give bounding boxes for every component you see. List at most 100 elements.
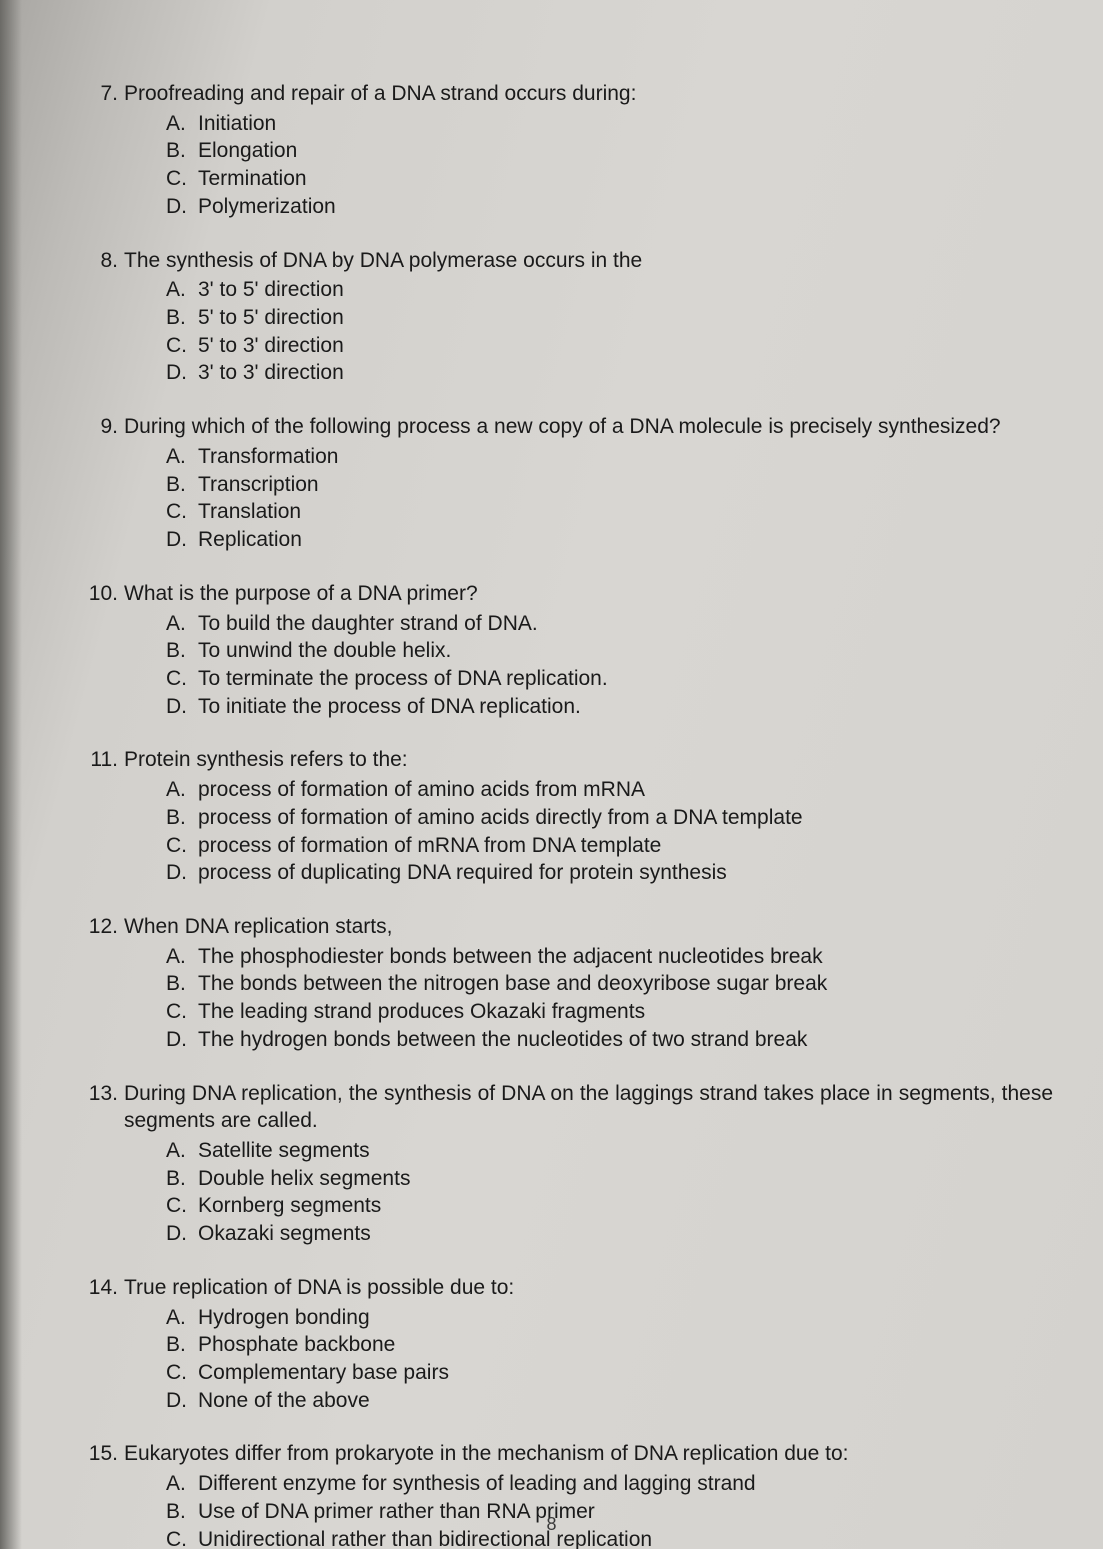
option-letter: C. [166, 998, 198, 1026]
option-text: 5' to 5' direction [198, 304, 1053, 332]
option-text: The bonds between the nitrogen base and … [198, 970, 1053, 998]
options-list: A.To build the daughter strand of DNA.B.… [80, 610, 1053, 721]
option-letter: A. [166, 1304, 198, 1332]
option: B.To unwind the double helix. [166, 637, 1053, 665]
option: D.The hydrogen bonds between the nucleot… [166, 1026, 1053, 1054]
exam-page: 7.Proofreading and repair of a DNA stran… [0, 0, 1103, 1549]
page-number: 8 [0, 1514, 1103, 1535]
option-letter: A. [166, 610, 198, 638]
option-letter: C. [166, 498, 198, 526]
options-list: A.Hydrogen bondingB.Phosphate backboneC.… [80, 1304, 1053, 1415]
question-number: 8. [80, 247, 124, 275]
question: 10.What is the purpose of a DNA primer?A… [80, 580, 1053, 721]
option-letter: D. [166, 1026, 198, 1054]
option: A.process of formation of amino acids fr… [166, 776, 1053, 804]
option-text: Transcription [198, 471, 1053, 499]
option-letter: D. [166, 1387, 198, 1415]
question-text: When DNA replication starts, [124, 913, 1053, 941]
question: 11.Protein synthesis refers to the:A.pro… [80, 746, 1053, 887]
option-letter: A. [166, 943, 198, 971]
option-text: Initiation [198, 110, 1053, 138]
option-text: Complementary base pairs [198, 1359, 1053, 1387]
question-text: Protein synthesis refers to the: [124, 746, 1053, 774]
options-list: A.TransformationB.TranscriptionC.Transla… [80, 443, 1053, 554]
option: C.Translation [166, 498, 1053, 526]
option-letter: C. [166, 165, 198, 193]
option-text: The phosphodiester bonds between the adj… [198, 943, 1053, 971]
option: A.Different enzyme for synthesis of lead… [166, 1470, 1053, 1498]
question-text: Proofreading and repair of a DNA strand … [124, 80, 1053, 108]
page-shadow [0, 0, 22, 1549]
option: D.3' to 3' direction [166, 359, 1053, 387]
question: 12.When DNA replication starts,A.The pho… [80, 913, 1053, 1054]
options-list: A.process of formation of amino acids fr… [80, 776, 1053, 887]
option-text: Okazaki segments [198, 1220, 1053, 1248]
option-letter: D. [166, 693, 198, 721]
option: B.Phosphate backbone [166, 1331, 1053, 1359]
question-stem: 15.Eukaryotes differ from prokaryote in … [80, 1440, 1053, 1468]
option-letter: D. [166, 859, 198, 887]
option: D.Polymerization [166, 193, 1053, 221]
option-text: Different enzyme for synthesis of leadin… [198, 1470, 1053, 1498]
option-text: process of formation of amino acids from… [198, 776, 1053, 804]
option-letter: B. [166, 304, 198, 332]
option-letter: D. [166, 193, 198, 221]
question-text: What is the purpose of a DNA primer? [124, 580, 1053, 608]
question: 8.The synthesis of DNA by DNA polymerase… [80, 247, 1053, 388]
option-letter: C. [166, 665, 198, 693]
question-stem: 9.During which of the following process … [80, 413, 1053, 441]
option-text: 3' to 3' direction [198, 359, 1053, 387]
options-list: A.Different enzyme for synthesis of lead… [80, 1470, 1053, 1549]
option-text: Kornberg segments [198, 1192, 1053, 1220]
option-text: process of duplicating DNA required for … [198, 859, 1053, 887]
question-stem: 13.During DNA replication, the synthesis… [80, 1080, 1053, 1135]
question-text: Eukaryotes differ from prokaryote in the… [124, 1440, 1053, 1468]
question: 7.Proofreading and repair of a DNA stran… [80, 80, 1053, 221]
option-letter: C. [166, 1192, 198, 1220]
question-text: True replication of DNA is possible due … [124, 1274, 1053, 1302]
question-number: 15. [80, 1440, 124, 1468]
option-letter: D. [166, 1220, 198, 1248]
option-text: process of formation of amino acids dire… [198, 804, 1053, 832]
option-text: 5' to 3' direction [198, 332, 1053, 360]
option-text: Elongation [198, 137, 1053, 165]
option: D.None of the above [166, 1387, 1053, 1415]
option: B.Transcription [166, 471, 1053, 499]
option: A.3' to 5' direction [166, 276, 1053, 304]
option: D.Okazaki segments [166, 1220, 1053, 1248]
option-text: Phosphate backbone [198, 1331, 1053, 1359]
option-letter: B. [166, 970, 198, 998]
option: C.The leading strand produces Okazaki fr… [166, 998, 1053, 1026]
option-text: To build the daughter strand of DNA. [198, 610, 1053, 638]
option-text: Hydrogen bonding [198, 1304, 1053, 1332]
option-text: The hydrogen bonds between the nucleotid… [198, 1026, 1053, 1054]
option-text: None of the above [198, 1387, 1053, 1415]
option-text: Double helix segments [198, 1165, 1053, 1193]
options-list: A.The phosphodiester bonds between the a… [80, 943, 1053, 1054]
question-number: 10. [80, 580, 124, 608]
option: B.5' to 5' direction [166, 304, 1053, 332]
option-letter: C. [166, 1359, 198, 1387]
option: C.5' to 3' direction [166, 332, 1053, 360]
question-number: 12. [80, 913, 124, 941]
option-letter: B. [166, 471, 198, 499]
option-letter: A. [166, 1137, 198, 1165]
option: B.Elongation [166, 137, 1053, 165]
option: C.process of formation of mRNA from DNA … [166, 832, 1053, 860]
question-number: 13. [80, 1080, 124, 1108]
options-list: A.Satellite segmentsB.Double helix segme… [80, 1137, 1053, 1248]
question-stem: 7.Proofreading and repair of a DNA stran… [80, 80, 1053, 108]
question: 14.True replication of DNA is possible d… [80, 1274, 1053, 1415]
options-list: A.InitiationB.ElongationC.TerminationD.P… [80, 110, 1053, 221]
option-letter: A. [166, 110, 198, 138]
option-letter: B. [166, 637, 198, 665]
question-stem: 11.Protein synthesis refers to the: [80, 746, 1053, 774]
option-letter: C. [166, 332, 198, 360]
option-text: To terminate the process of DNA replicat… [198, 665, 1053, 693]
question-number: 7. [80, 80, 124, 108]
option-letter: B. [166, 804, 198, 832]
option-text: 3' to 5' direction [198, 276, 1053, 304]
option-text: To initiate the process of DNA replicati… [198, 693, 1053, 721]
option: D.Replication [166, 526, 1053, 554]
option: D.To initiate the process of DNA replica… [166, 693, 1053, 721]
